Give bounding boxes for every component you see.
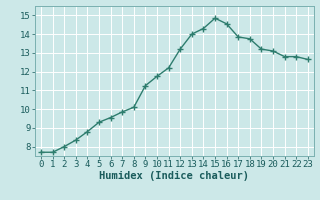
X-axis label: Humidex (Indice chaleur): Humidex (Indice chaleur) (100, 171, 249, 181)
